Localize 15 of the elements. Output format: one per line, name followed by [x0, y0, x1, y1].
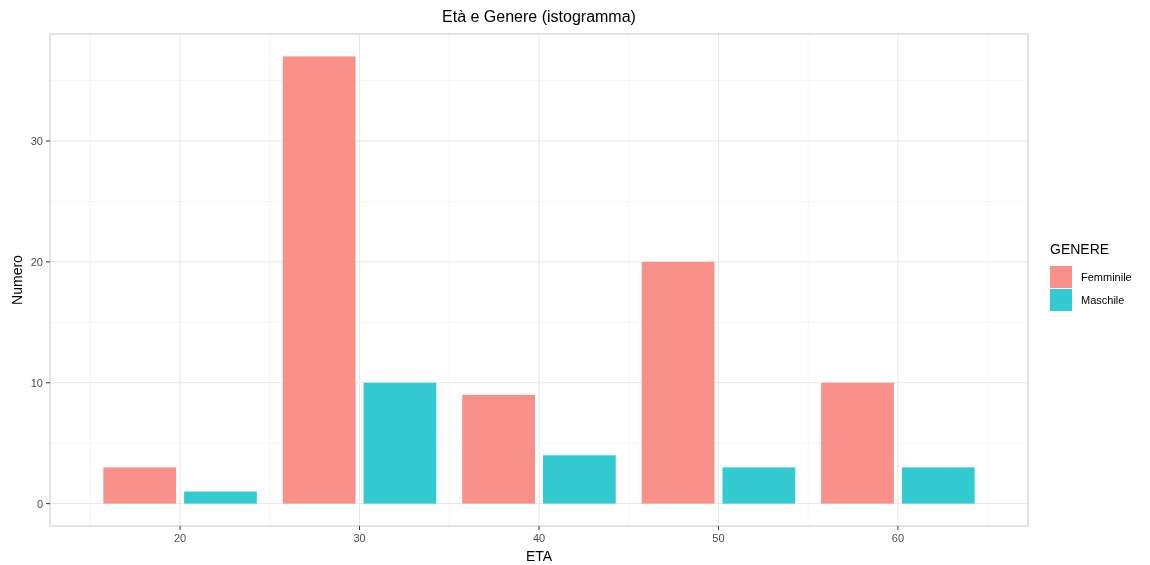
x-axis-title: ETA: [525, 548, 553, 564]
y-tick-label: 10: [30, 376, 43, 389]
y-tick-label: 20: [30, 255, 43, 268]
x-tick-label: 50: [712, 532, 725, 544]
x-tick-label: 60: [891, 532, 905, 544]
x-tick-label: 40: [532, 532, 546, 544]
y-tick-label: 30: [30, 134, 43, 147]
x-tick-label: 30: [353, 532, 366, 544]
x-tick-label: 20: [173, 532, 187, 544]
y-tick-label: 0: [36, 497, 43, 510]
legend-label: Maschile: [1081, 294, 1125, 306]
legend-title: GENERE: [1050, 241, 1110, 257]
y-axis-title: Numero: [9, 254, 25, 305]
chart-title: Età e Genere (istogramma): [442, 8, 636, 25]
legend-label: Femminile: [1081, 271, 1132, 283]
